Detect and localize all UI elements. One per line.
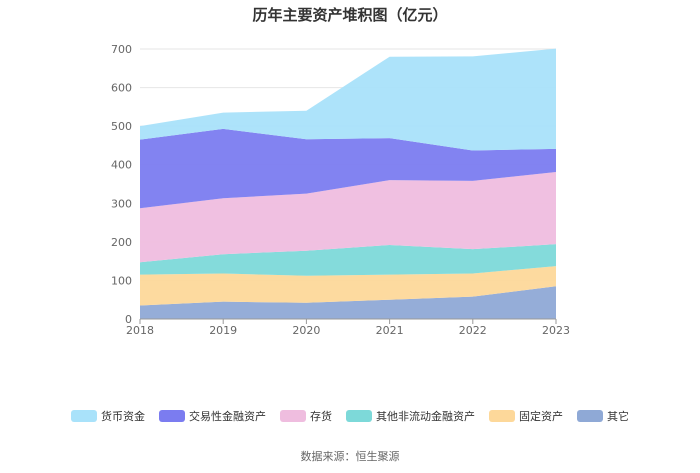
x-tick-label: 2023 — [542, 324, 570, 337]
y-tick-label: 500 — [111, 120, 132, 133]
data-source: 数据来源：恒生聚源 — [300, 450, 400, 463]
legend-label: 存货 — [310, 410, 332, 423]
y-tick-label: 300 — [111, 197, 132, 210]
area-货币资金 — [140, 48, 556, 151]
legend-label: 固定资产 — [519, 410, 563, 423]
x-tick-label: 2019 — [209, 324, 237, 337]
area-交易性金融资产 — [140, 128, 556, 209]
legend-item[interactable]: 货币资金 — [71, 408, 145, 424]
legend: 货币资金 交易性金融资产 存货 其他非流动金融资产 固定资产 其它 — [0, 408, 700, 424]
legend-swatch — [577, 410, 603, 422]
y-tick-label: 200 — [111, 236, 132, 249]
legend-item[interactable]: 固定资产 — [489, 408, 563, 424]
area-其它 — [140, 286, 556, 319]
legend-swatch — [159, 410, 185, 422]
y-tick-label: 700 — [111, 43, 132, 56]
area-固定资产 — [140, 266, 556, 306]
x-tick-label: 2018 — [126, 324, 154, 337]
legend-item[interactable]: 其他非流动金融资产 — [346, 408, 475, 424]
y-tick-label: 600 — [111, 82, 132, 95]
legend-swatch — [71, 410, 97, 422]
legend-label: 交易性金融资产 — [189, 410, 266, 423]
legend-label: 其他非流动金融资产 — [376, 410, 475, 423]
x-tick-label: 2022 — [459, 324, 487, 337]
x-tick-label: 2021 — [376, 324, 404, 337]
legend-label: 货币资金 — [101, 410, 145, 423]
legend-swatch — [489, 410, 515, 422]
area-其他非流动金融资产 — [140, 244, 556, 276]
chart-title: 历年主要资产堆积图（亿元） — [252, 6, 448, 24]
legend-swatch — [346, 410, 372, 422]
area-series — [140, 48, 556, 319]
area-存货 — [140, 172, 556, 263]
y-tick-label: 100 — [111, 274, 132, 287]
x-tick-label: 2020 — [292, 324, 320, 337]
y-tick-label: 0 — [125, 313, 132, 326]
legend-swatch — [280, 410, 306, 422]
legend-label: 其它 — [607, 410, 629, 423]
axes: 0 100 200 300 400 500 600 700 2018 2019 2020 2021 20… — [111, 43, 570, 337]
legend-item[interactable]: 交易性金融资产 — [159, 408, 266, 424]
y-tick-label: 400 — [111, 159, 132, 172]
legend-item[interactable]: 存货 — [280, 408, 332, 424]
legend-item[interactable]: 其它 — [577, 408, 629, 424]
